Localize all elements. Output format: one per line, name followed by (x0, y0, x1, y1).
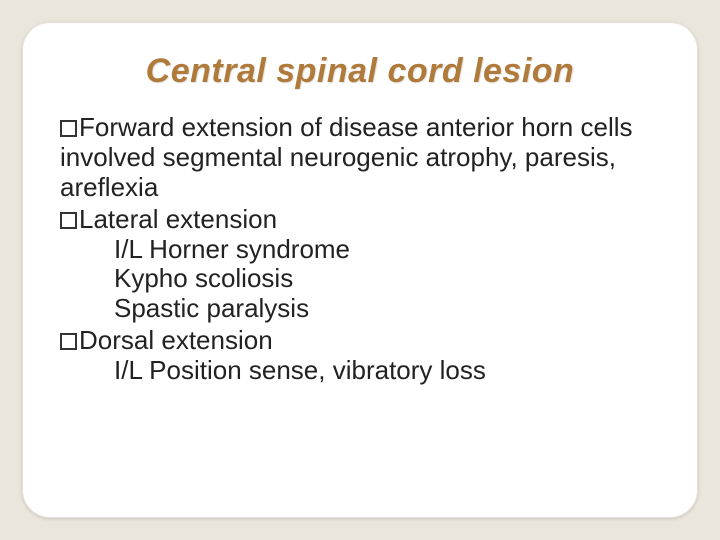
square-bullet-icon (60, 212, 77, 229)
square-bullet-icon (60, 333, 77, 350)
slide-card: Central spinal cord lesion Forward exten… (22, 22, 698, 518)
bullet-sub: I/L Horner syndrome (60, 235, 660, 265)
slide-title: Central spinal cord lesion (60, 52, 660, 91)
bullet-lead: Forward (79, 112, 174, 142)
bullet-sub: I/L Position sense, vibratory loss (60, 356, 660, 386)
bullet-lead: Dorsal (79, 325, 154, 355)
bullet-rest: extension (154, 325, 273, 355)
slide-content: Forward extension of disease anterior ho… (60, 113, 660, 386)
bullet-lead: Lateral (79, 204, 159, 234)
bullet-item: Forward extension of disease anterior ho… (60, 113, 660, 203)
square-bullet-icon (60, 120, 77, 137)
bullet-sub: Spastic paralysis (60, 294, 660, 324)
bullet-rest: extension (159, 204, 278, 234)
bullet-item: Dorsal extension I/L Position sense, vib… (60, 326, 660, 386)
bullet-item: Lateral extension I/L Horner syndrome Ky… (60, 205, 660, 325)
bullet-sub: Kypho scoliosis (60, 264, 660, 294)
